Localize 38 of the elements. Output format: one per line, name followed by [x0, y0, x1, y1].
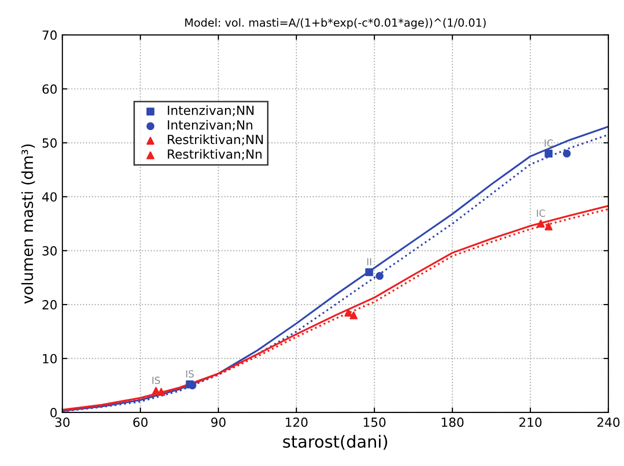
annotation: IS [152, 376, 160, 384]
point [365, 268, 374, 276]
annotation: IC [544, 139, 553, 147]
point [186, 380, 194, 388]
legend-label: Intenzivan;NN [168, 105, 254, 116]
x-tick-label: 150 [364, 417, 386, 427]
y-tick-label: 50 [42, 138, 57, 148]
x-tick-label: 30 [55, 417, 70, 427]
y-tick-label: 30 [42, 246, 57, 256]
x-tick-label: 60 [133, 417, 148, 427]
point [350, 311, 358, 320]
x-tick-label: 90 [211, 417, 226, 427]
y-tick-label: 60 [42, 84, 57, 94]
annotation: IC [536, 210, 546, 217]
point [536, 220, 545, 228]
x-tick-label: 210 [519, 417, 542, 427]
y-tick-label: 0 [50, 408, 57, 418]
y-tick-label: 40 [42, 192, 57, 202]
legend-label: Restriktivan;NN [168, 134, 263, 146]
point [376, 272, 384, 280]
y-axis-title: volumen masti (dm³) [21, 144, 35, 304]
chart-title: Model: vol. masti=A/(1+b*exp(-c*0.01*age))^(1/0.01) [185, 18, 486, 29]
x-tick-label: 240 [597, 417, 620, 427]
annotation: IS [186, 370, 194, 378]
point [152, 386, 160, 395]
point [544, 222, 553, 230]
x-tick-label: 120 [286, 417, 308, 427]
x-axis-title: starost(dani) [283, 434, 388, 450]
y-tick-label: 10 [43, 354, 57, 364]
y-tick-label: 70 [42, 30, 57, 40]
legend-label: Intenzivan;Nn [168, 120, 252, 131]
x-tick-label: 180 [442, 417, 464, 427]
point [344, 308, 352, 317]
y-tick-label: 20 [42, 300, 57, 310]
point [562, 150, 571, 158]
legend-label: Restriktivan;Nn [168, 149, 262, 160]
point [544, 150, 553, 158]
annotation: II [367, 258, 372, 266]
